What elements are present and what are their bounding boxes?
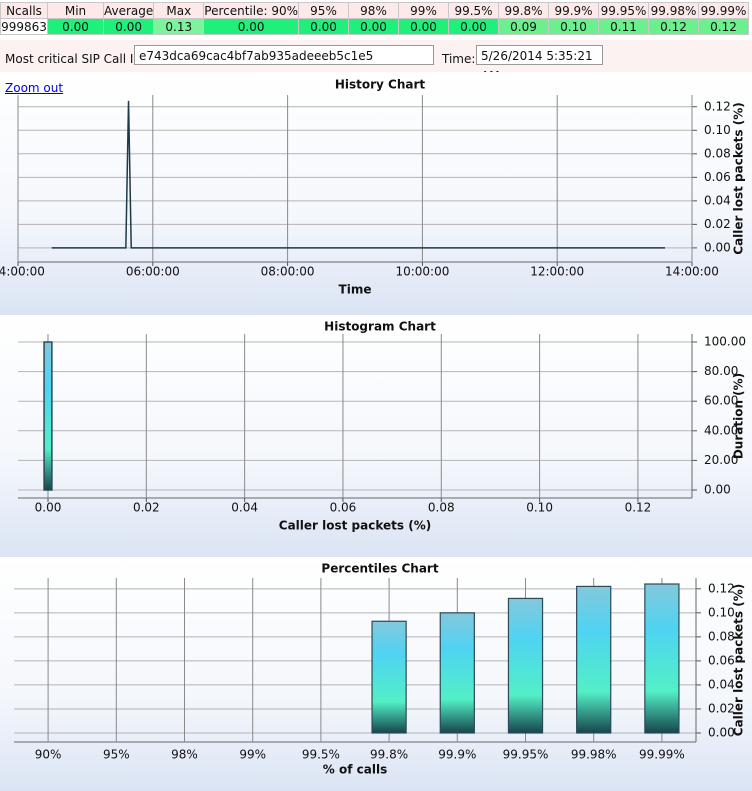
stats-value: 0.00 <box>203 18 300 35</box>
stats-header-row: Ncalls Min Average Max Percentile: 90% 95% 98%… <box>0 2 750 19</box>
x-tick-label: 08:00:00 <box>261 265 315 279</box>
stats-value: 0.00 <box>398 18 450 35</box>
chart-title: History Chart <box>335 78 426 92</box>
y-tick-label: 0.12 <box>708 581 735 595</box>
stats-header: 99.99% <box>698 2 750 19</box>
stats-header: 95% <box>298 2 350 19</box>
time-field[interactable]: 5/26/2014 5:35:21 AM <box>476 45 603 83</box>
zoom-out-link[interactable]: Zoom out <box>5 81 64 95</box>
stats-value: 0.00 <box>47 18 104 35</box>
panel-bg <box>0 72 752 315</box>
stats-header: 99.9% <box>548 2 600 19</box>
chart-title: Histogram Chart <box>324 320 436 334</box>
x-tick-label: 0.00 <box>35 501 62 515</box>
x-tick-label: 0.08 <box>428 501 455 515</box>
x-tick-label: 0.02 <box>133 501 160 515</box>
x-tick-label: 0.06 <box>330 501 357 515</box>
x-tick-label: 99.99% <box>639 748 685 762</box>
stats-header: 98% <box>348 2 400 19</box>
stats-header: Ncalls <box>0 2 48 19</box>
stats-header: Average <box>102 2 155 19</box>
x-axis-title: Caller lost packets (%) <box>279 519 431 533</box>
y-tick-label: 0.04 <box>704 193 731 207</box>
stats-value: 0.12 <box>648 18 700 35</box>
x-tick-label: 99.95% <box>503 748 549 762</box>
x-tick-label: 99% <box>239 748 266 762</box>
bar <box>371 620 407 734</box>
y-tick-label: 0.08 <box>704 146 731 160</box>
y-tick-label: 80.00 <box>704 364 738 378</box>
chart-title: Percentiles Chart <box>321 562 438 576</box>
x-tick-label: 0.12 <box>625 501 652 515</box>
x-tick-label: 04:00:00 <box>0 265 45 279</box>
y-tick-label: 100.00 <box>704 334 746 348</box>
data-line <box>51 100 666 249</box>
x-tick-label: 90% <box>35 748 62 762</box>
y-tick-label: 0.10 <box>708 605 735 619</box>
y-tick-label: 0.02 <box>708 701 735 715</box>
x-tick-label: 99.98% <box>571 748 617 762</box>
stats-value: 0.00 <box>102 18 155 35</box>
histogram-bar <box>43 341 53 491</box>
bar <box>439 612 475 734</box>
stats-value: 0.00 <box>448 18 500 35</box>
stats-header: Min <box>47 2 104 19</box>
stats-value: 0.10 <box>548 18 600 35</box>
y-tick-label: 0.02 <box>704 217 731 231</box>
stats-header: 99.98% <box>648 2 700 19</box>
bar <box>576 585 612 734</box>
x-tick-label: 99.5% <box>302 748 340 762</box>
stats-value: 0.11 <box>598 18 650 35</box>
bar <box>644 583 680 734</box>
time-label: Time: <box>442 52 476 66</box>
y-tick-label: 20.00 <box>704 453 738 467</box>
panel-bg <box>0 315 752 557</box>
x-tick-label: 95% <box>103 748 130 762</box>
stats-value: 999863 <box>0 18 48 35</box>
y-tick-label: 0.00 <box>704 483 731 497</box>
stats-value: 0.13 <box>153 18 205 35</box>
y-tick-label: 0.12 <box>704 99 731 113</box>
stats-value: 0.12 <box>698 18 750 35</box>
x-axis-title: % of calls <box>323 763 387 777</box>
x-tick-label: 14:00:00 <box>665 265 719 279</box>
x-tick-label: 0.10 <box>526 501 553 515</box>
y-tick-label: 0.08 <box>708 629 735 643</box>
stats-header: Percentile: 90% <box>203 2 300 19</box>
stats-value-row: 999863 0.00 0.00 0.13 0.00 0.00 0.00 0.00 0.00 0.… <box>0 18 750 35</box>
call-info-bar: Most critical SIP Call ID: e743dca69cac4… <box>0 40 752 83</box>
y-tick-label: 0.04 <box>708 677 735 691</box>
x-tick-label: 99.8% <box>370 748 408 762</box>
bar <box>507 597 544 734</box>
y-tick-label: 40.00 <box>704 423 738 437</box>
y-axis-title: Caller lost packets (%) <box>732 584 746 736</box>
call-id-field[interactable]: e743dca69cac4bf7ab935adeeeb5c1e5 <box>134 45 434 65</box>
y-axis-title: Caller lost packets (%) <box>732 102 746 254</box>
stats-header: 99.5% <box>448 2 500 19</box>
x-tick-label: 98% <box>171 748 198 762</box>
y-tick-label: 0.10 <box>704 123 731 137</box>
y-axis-title: Duration (%) <box>732 373 746 459</box>
y-tick-label: 0.06 <box>708 653 735 667</box>
y-tick-label: 60.00 <box>704 394 738 408</box>
x-tick-label: 10:00:00 <box>395 265 449 279</box>
stats-table: Ncalls Min Average Max Percentile: 90% 95% 98%… <box>0 2 750 35</box>
call-id-label: Most critical SIP Call ID: <box>5 52 147 66</box>
y-tick-label: 0.00 <box>708 725 735 739</box>
stats-value: 0.00 <box>348 18 400 35</box>
x-tick-label: 06:00:00 <box>126 265 180 279</box>
y-tick-label: 0.00 <box>704 240 731 254</box>
x-tick-label: 12:00:00 <box>530 265 584 279</box>
x-tick-label: 99.9% <box>438 748 476 762</box>
x-tick-label: 0.04 <box>231 501 258 515</box>
y-tick-label: 0.06 <box>704 170 731 184</box>
x-axis-title: Time <box>339 283 372 297</box>
